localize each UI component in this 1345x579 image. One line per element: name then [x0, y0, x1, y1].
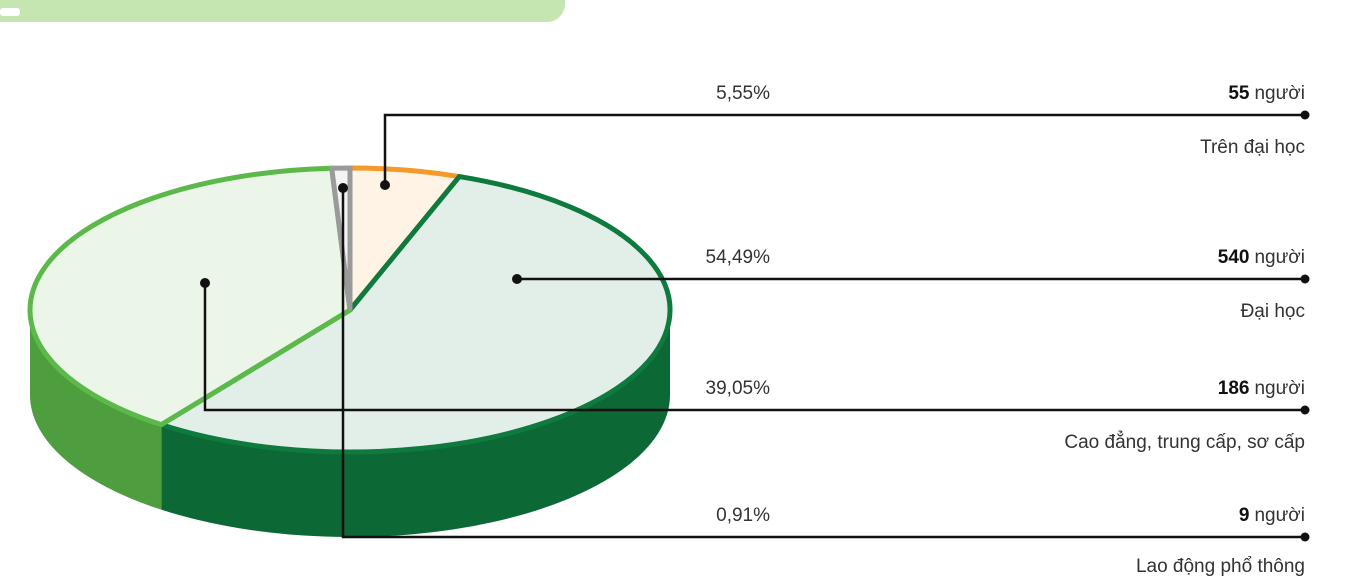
percent-label: 0,91%	[716, 505, 770, 526]
count-unit: người	[1254, 83, 1305, 104]
count-label: 55 người	[1228, 83, 1305, 104]
count-label: 540 người	[1218, 247, 1305, 268]
category-label: Đại học	[1241, 301, 1305, 322]
pie-slice	[155, 173, 673, 455]
leader-dot	[380, 180, 390, 190]
count-value: 55	[1228, 83, 1250, 104]
count-value: 540	[1218, 247, 1250, 268]
leader-dot	[200, 278, 210, 288]
percent-label: 5,55%	[716, 83, 770, 104]
leader-dot	[338, 183, 348, 193]
leader-line	[203, 283, 1305, 412]
leader-line	[341, 188, 1305, 539]
pie-side	[161, 310, 670, 537]
percent-label: 54,49%	[706, 247, 771, 268]
leader-end	[1300, 532, 1310, 542]
pie-slice	[27, 165, 353, 428]
leader-end	[1300, 110, 1310, 120]
percent-label: 39,05%	[706, 378, 771, 399]
count-value: 9	[1239, 505, 1250, 526]
count-unit: người	[1254, 378, 1305, 399]
count-value: 186	[1218, 378, 1250, 399]
category-label: Trên đại học	[1200, 137, 1305, 158]
pie-slice-tint	[331, 168, 350, 310]
pie-slice-tint	[30, 168, 351, 425]
banner-tab	[0, 8, 20, 16]
count-label: 9 người	[1239, 505, 1305, 526]
pie-side	[30, 310, 162, 510]
pie-slice	[328, 165, 353, 311]
count-label: 186 người	[1218, 378, 1305, 399]
category-label: Cao đẳng, trung cấp, sơ cấp	[1064, 431, 1305, 453]
pie-slice-tint	[161, 176, 670, 453]
count-unit: người	[1254, 247, 1305, 268]
leader-line	[383, 113, 1305, 185]
category-label: Lao động phổ thông	[1136, 556, 1305, 577]
banner	[0, 0, 565, 22]
leader-dot	[512, 274, 522, 284]
leader-end	[1300, 405, 1310, 415]
count-unit: người	[1254, 505, 1305, 526]
leader-end	[1300, 274, 1310, 284]
